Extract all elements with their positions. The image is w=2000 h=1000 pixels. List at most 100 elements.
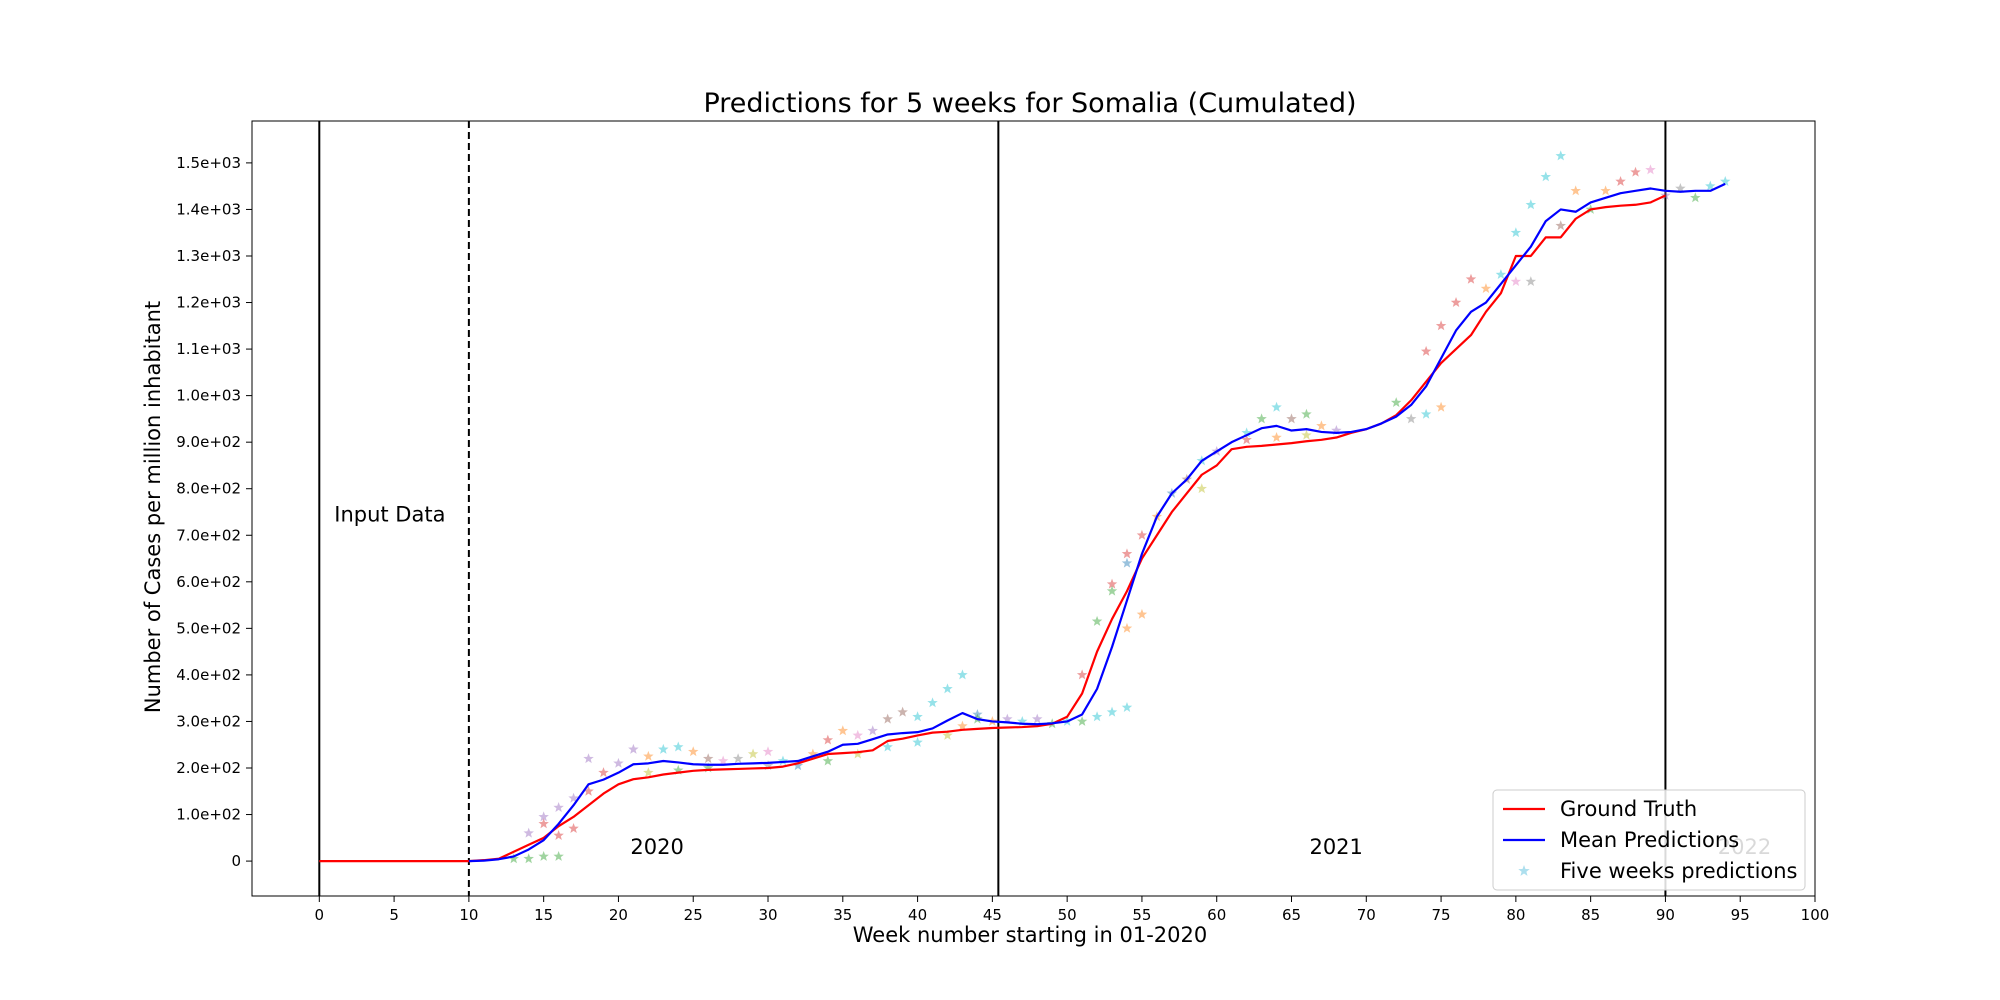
prediction-star <box>1091 615 1103 626</box>
prediction-star <box>1241 434 1252 445</box>
prediction-star <box>1645 164 1656 175</box>
prediction-star <box>1256 413 1267 424</box>
prediction-star <box>912 711 923 722</box>
plot-area: 0 5 10 15 20 25 30 35 40 45 50 55 60 65 70 75 80 85 90 95 10… <box>176 120 1830 924</box>
x-tick-label: 100 <box>1801 906 1830 924</box>
prediction-star <box>508 853 519 864</box>
prediction-star <box>1570 185 1581 196</box>
prediction-star <box>553 850 564 861</box>
y-tick-label: 1.3e+03 <box>176 247 241 265</box>
prediction-star <box>1630 166 1641 177</box>
prediction-star <box>1002 713 1013 724</box>
y-tick-label: 4.0e+02 <box>176 666 241 684</box>
y-tick-label: 0 <box>231 852 241 870</box>
y-tick-label: 9.0e+02 <box>176 433 241 451</box>
prediction-star <box>1660 189 1671 200</box>
prediction-star <box>1540 171 1552 182</box>
prediction-star <box>897 706 908 717</box>
legend: Ground Truth Mean Predictions Five weeks p… <box>1492 789 1806 891</box>
prediction-star <box>1121 701 1133 712</box>
prediction-star <box>673 764 684 775</box>
prediction-star <box>927 697 938 708</box>
prediction-star <box>1136 529 1148 540</box>
prediction-star <box>807 748 819 759</box>
prediction-star <box>1525 276 1537 287</box>
x-tick-label: 20 <box>609 906 628 924</box>
prediction-star <box>1106 706 1118 717</box>
x-tick-label: 55 <box>1132 906 1151 924</box>
legend-box <box>1492 789 1806 891</box>
prediction-star <box>1420 345 1432 356</box>
x-tick-label: 65 <box>1282 906 1301 924</box>
prediction-star <box>538 850 549 861</box>
y-tick-label: 6.0e+02 <box>176 573 241 591</box>
prediction-star <box>1076 669 1088 680</box>
y-tick-label: 1.4e+03 <box>176 200 241 218</box>
prediction-star <box>538 811 549 822</box>
prediction-star <box>1450 297 1462 307</box>
x-tick-label: 10 <box>459 906 478 924</box>
prediction-star <box>583 785 594 796</box>
x-tick-label: 70 <box>1357 906 1376 924</box>
x-tick-label: 80 <box>1506 906 1525 924</box>
prediction-star <box>1271 401 1282 412</box>
prediction-star <box>1271 432 1282 442</box>
x-tick-label: 50 <box>1058 906 1077 924</box>
prediction-star <box>1301 408 1312 419</box>
x-tick-label: 85 <box>1581 906 1600 924</box>
prediction-star <box>1690 192 1701 203</box>
y-tick-label: 1.0e+03 <box>176 387 241 405</box>
prediction-star <box>1465 273 1477 284</box>
prediction-star <box>1076 715 1088 726</box>
y-tick-label: 5.0e+02 <box>176 619 241 637</box>
prediction-star <box>747 748 759 759</box>
prediction-star <box>1241 427 1252 438</box>
prediction-star <box>1720 176 1731 186</box>
prediction-star <box>822 755 834 766</box>
prediction-star <box>613 757 624 768</box>
x-tick-label: 30 <box>758 906 777 924</box>
prediction-star <box>643 750 654 761</box>
prediction-star <box>942 683 953 694</box>
annotation: 2020 <box>630 835 683 859</box>
prediction-star <box>1316 420 1327 431</box>
annotation: 2021 <box>1309 835 1362 859</box>
prediction-star <box>538 818 549 829</box>
prediction-star <box>1405 413 1417 424</box>
y-tick-label: 1.0e+02 <box>176 806 241 824</box>
prediction-star <box>1091 711 1103 722</box>
prediction-star <box>1121 622 1133 633</box>
annotation: Input Data <box>334 502 445 526</box>
prediction-star <box>553 829 564 840</box>
y-tick-label: 1.5e+03 <box>176 154 241 172</box>
prediction-star <box>882 713 893 724</box>
prediction-star <box>688 746 699 757</box>
prediction-star <box>852 748 863 759</box>
prediction-star <box>1106 578 1118 589</box>
prediction-star <box>1525 199 1537 210</box>
prediction-star <box>553 802 564 813</box>
prediction-star <box>1331 425 1342 435</box>
x-axis-label: Week number starting in 01-2020 <box>853 923 1207 947</box>
prediction-star <box>1286 413 1297 424</box>
prediction-star <box>702 762 714 773</box>
mean-predictions-line <box>468 182 1726 863</box>
prediction-star <box>942 729 953 740</box>
prediction-star <box>1196 483 1207 494</box>
prediction-star <box>957 720 968 731</box>
prediction-star <box>1510 227 1522 238</box>
x-tick-label: 15 <box>534 906 553 924</box>
prediction-star <box>1510 276 1522 287</box>
prediction-star <box>1675 182 1686 193</box>
x-tick-label: 40 <box>908 906 927 924</box>
prediction-star <box>882 741 893 752</box>
x-tick-label: 0 <box>315 906 325 924</box>
prediction-star <box>1435 320 1447 331</box>
y-tick-label: 1.2e+03 <box>176 294 241 312</box>
x-tick-label: 90 <box>1656 906 1675 924</box>
prediction-star <box>568 823 579 833</box>
prediction-star <box>762 760 774 771</box>
prediction-star <box>1555 150 1566 161</box>
prediction-star <box>717 755 729 766</box>
